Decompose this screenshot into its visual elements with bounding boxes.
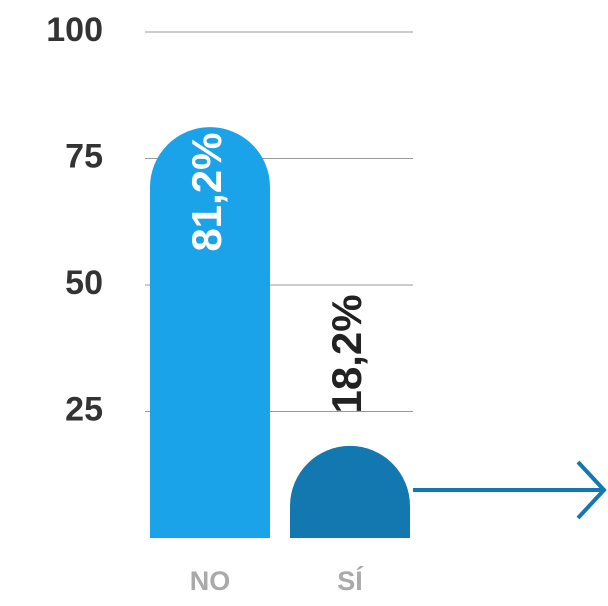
- x-tick-label: SÍ: [337, 565, 364, 596]
- value-label: 81,2%: [183, 133, 230, 252]
- arrow-head: [576, 460, 607, 520]
- y-tick-label: 25: [65, 390, 103, 428]
- bar: [290, 445, 410, 538]
- y-tick-label: 50: [65, 264, 103, 302]
- bar: [150, 127, 270, 539]
- y-tick-label: 100: [46, 11, 103, 49]
- x-tick-label: NO: [190, 566, 231, 596]
- value-label: 18,2%: [323, 294, 370, 413]
- y-tick-label: 75: [65, 137, 103, 175]
